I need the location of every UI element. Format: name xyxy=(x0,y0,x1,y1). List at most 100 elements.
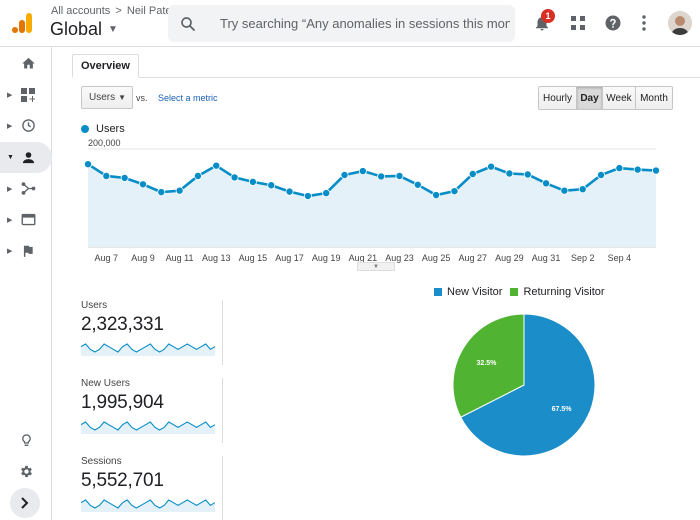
data-point[interactable] xyxy=(542,179,551,188)
sparkline xyxy=(81,343,215,356)
data-point[interactable] xyxy=(560,186,569,195)
metric-dropdown-value: Users xyxy=(89,92,116,103)
apps-button[interactable] xyxy=(566,11,590,35)
tab-overview[interactable]: Overview xyxy=(72,54,139,78)
sparkline-area xyxy=(81,344,215,356)
x-tick-label: Aug 29 xyxy=(495,253,524,263)
week-button[interactable]: Week xyxy=(602,87,635,109)
data-point[interactable] xyxy=(322,189,331,198)
legend-item-new-visitor[interactable]: New Visitor xyxy=(434,286,502,298)
search-input[interactable] xyxy=(220,16,510,31)
nav-customization[interactable]: ▶ xyxy=(0,79,52,110)
sparkline xyxy=(81,499,215,512)
data-point[interactable] xyxy=(468,169,477,178)
more-vert-icon xyxy=(642,15,646,31)
pie-slice[interactable] xyxy=(452,313,525,418)
more-options-button[interactable] xyxy=(632,11,656,35)
breadcrumb-account[interactable]: Neil Patel xyxy=(126,5,174,17)
data-point[interactable] xyxy=(377,172,386,181)
avatar[interactable] xyxy=(668,11,692,35)
data-point[interactable] xyxy=(340,170,349,179)
data-point[interactable] xyxy=(102,171,111,180)
visitor-pie-chart: 67.5% 32.5% xyxy=(452,313,596,457)
chevron-right-icon xyxy=(21,497,29,509)
nav-discover[interactable] xyxy=(0,425,52,456)
select-metric-link[interactable]: Select a metric xyxy=(158,93,218,103)
chart-resize-handle[interactable]: ▼ xyxy=(357,262,395,271)
analytics-logo-icon[interactable] xyxy=(10,11,34,35)
data-point[interactable] xyxy=(175,186,184,195)
data-point[interactable] xyxy=(83,160,92,169)
metric-label: New Users xyxy=(81,378,130,389)
breadcrumb-all-accounts[interactable]: All accounts xyxy=(51,5,111,17)
data-point[interactable] xyxy=(578,185,587,194)
data-point[interactable] xyxy=(633,165,642,174)
metric-tile-users[interactable]: Users 2,323,331 xyxy=(81,300,223,365)
notifications-button[interactable]: 1 xyxy=(530,9,555,35)
data-point[interactable] xyxy=(523,170,532,179)
nav-behavior[interactable]: ▶ xyxy=(0,204,52,235)
data-point[interactable] xyxy=(138,180,147,189)
search-icon xyxy=(181,16,195,31)
metric-tile-sessions[interactable]: Sessions 5,552,701 xyxy=(81,456,223,520)
legend-dot xyxy=(81,125,89,133)
report-tabs: Overview xyxy=(72,54,700,78)
clock-icon xyxy=(21,118,36,133)
x-tick-label: Sep 2 xyxy=(571,253,595,263)
data-point[interactable] xyxy=(267,181,276,190)
view-selector[interactable]: Global ▼ xyxy=(50,19,118,40)
data-point[interactable] xyxy=(413,180,422,189)
data-point[interactable] xyxy=(303,192,312,201)
data-point[interactable] xyxy=(432,191,441,200)
dashboard-icon xyxy=(21,87,35,102)
data-point[interactable] xyxy=(597,170,606,179)
data-point[interactable] xyxy=(212,161,221,170)
expand-arrow-icon: ▶ xyxy=(7,122,13,130)
data-point[interactable] xyxy=(248,177,257,186)
data-point[interactable] xyxy=(505,169,514,178)
data-point[interactable] xyxy=(395,171,404,180)
help-button[interactable] xyxy=(601,11,625,35)
data-point[interactable] xyxy=(358,167,367,176)
data-point[interactable] xyxy=(230,173,239,182)
metric-label: Users xyxy=(81,300,108,311)
chart-legend[interactable]: Users xyxy=(81,123,125,135)
expand-nav-button[interactable] xyxy=(10,488,40,518)
day-button[interactable]: Day xyxy=(576,87,602,109)
data-point[interactable] xyxy=(193,171,202,180)
data-point[interactable] xyxy=(450,187,459,196)
nav-audience[interactable]: ▼ xyxy=(0,142,52,173)
nav-acquisition[interactable]: ▶ xyxy=(0,173,52,204)
month-button[interactable]: Month xyxy=(635,87,672,109)
acquisition-icon xyxy=(21,181,36,196)
y-tick-label: 200,000 xyxy=(88,138,121,148)
data-point[interactable] xyxy=(157,188,166,197)
data-point[interactable] xyxy=(285,187,294,196)
sparkline-line xyxy=(81,343,215,353)
data-point[interactable] xyxy=(487,162,496,171)
nav-home[interactable] xyxy=(0,48,52,79)
home-icon xyxy=(21,56,36,71)
data-point[interactable] xyxy=(120,173,129,182)
pie-slice[interactable] xyxy=(460,313,596,457)
nav-conversions[interactable]: ▶ xyxy=(0,235,52,266)
data-point[interactable] xyxy=(615,164,624,173)
data-point[interactable] xyxy=(652,166,661,175)
metric-dropdown[interactable]: Users ▼ xyxy=(81,86,133,109)
legend-item-returning-visitor[interactable]: Returning Visitor xyxy=(510,286,605,298)
pie-legend: New Visitor Returning Visitor xyxy=(434,286,613,298)
expand-arrow-icon: ▶ xyxy=(7,216,13,224)
hourly-button[interactable]: Hourly xyxy=(539,87,576,109)
expand-arrow-icon: ▶ xyxy=(7,247,13,255)
person-icon xyxy=(21,150,36,165)
search-box[interactable] xyxy=(168,5,515,42)
nav-admin[interactable] xyxy=(0,456,52,487)
x-tick-label: Aug 9 xyxy=(131,253,155,263)
legend-label: New Visitor xyxy=(447,286,503,298)
x-tick-label: Aug 15 xyxy=(239,253,268,263)
view-name: Global xyxy=(50,19,103,39)
metric-tile-new-users[interactable]: New Users 1,995,904 xyxy=(81,378,223,443)
nav-realtime[interactable]: ▶ xyxy=(0,110,52,141)
breadcrumb[interactable]: All accounts > Neil Patel xyxy=(51,5,176,17)
